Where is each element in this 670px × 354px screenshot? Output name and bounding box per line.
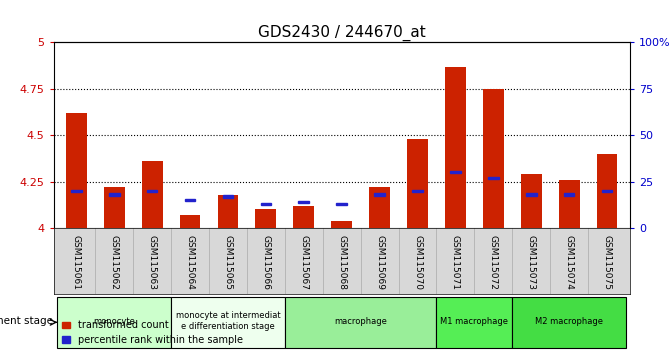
Bar [526, 193, 537, 196]
Text: M2 macrophage: M2 macrophage [535, 317, 603, 326]
Bar [375, 193, 385, 196]
Text: GSM115070: GSM115070 [413, 235, 422, 290]
Bar [369, 187, 390, 228]
Text: monocyte at intermediat
e differentiation stage: monocyte at intermediat e differentiatio… [176, 312, 280, 331]
Text: GSM115067: GSM115067 [299, 235, 308, 290]
Text: GSM115063: GSM115063 [147, 235, 157, 290]
Bar [596, 154, 618, 228]
Text: GSM115066: GSM115066 [261, 235, 271, 290]
Bar [255, 209, 276, 228]
Bar [222, 195, 233, 198]
Bar [147, 190, 157, 192]
Bar [104, 187, 125, 228]
Bar [218, 195, 239, 228]
Bar [450, 171, 461, 173]
FancyBboxPatch shape [58, 297, 171, 348]
Bar [142, 161, 163, 228]
Bar [407, 139, 428, 228]
Bar [293, 206, 314, 228]
FancyBboxPatch shape [285, 297, 436, 348]
Text: GSM115064: GSM115064 [186, 235, 194, 290]
Bar [185, 199, 196, 201]
Bar [66, 113, 87, 228]
Text: macrophage: macrophage [334, 317, 387, 326]
Text: monocyte: monocyte [93, 317, 135, 326]
Bar [412, 190, 423, 192]
Bar [488, 177, 498, 179]
Bar [602, 190, 612, 192]
Text: GSM115072: GSM115072 [489, 235, 498, 290]
FancyBboxPatch shape [436, 297, 513, 348]
FancyBboxPatch shape [513, 297, 626, 348]
Text: GSM115074: GSM115074 [565, 235, 574, 290]
Text: M1 macrophage: M1 macrophage [440, 317, 509, 326]
Text: GSM115073: GSM115073 [527, 235, 536, 290]
Bar [559, 180, 580, 228]
Text: GSM115065: GSM115065 [224, 235, 232, 290]
Bar [483, 89, 504, 228]
Bar [71, 190, 82, 192]
Title: GDS2430 / 244670_at: GDS2430 / 244670_at [258, 25, 425, 41]
Bar [336, 203, 347, 205]
Bar [298, 201, 309, 203]
Text: GSM115061: GSM115061 [72, 235, 81, 290]
Bar [180, 215, 200, 228]
Text: GSM115069: GSM115069 [375, 235, 384, 290]
Bar [445, 67, 466, 228]
Text: GSM115062: GSM115062 [110, 235, 119, 290]
Bar [331, 221, 352, 228]
FancyBboxPatch shape [171, 297, 285, 348]
Text: GSM115075: GSM115075 [602, 235, 612, 290]
Text: GSM115068: GSM115068 [337, 235, 346, 290]
Bar [564, 193, 574, 196]
Text: GSM115071: GSM115071 [451, 235, 460, 290]
Text: development stage: development stage [0, 316, 53, 326]
Bar [261, 203, 271, 205]
Legend: transformed count, percentile rank within the sample: transformed count, percentile rank withi… [58, 316, 247, 349]
Bar [109, 193, 119, 196]
Bar [521, 174, 541, 228]
